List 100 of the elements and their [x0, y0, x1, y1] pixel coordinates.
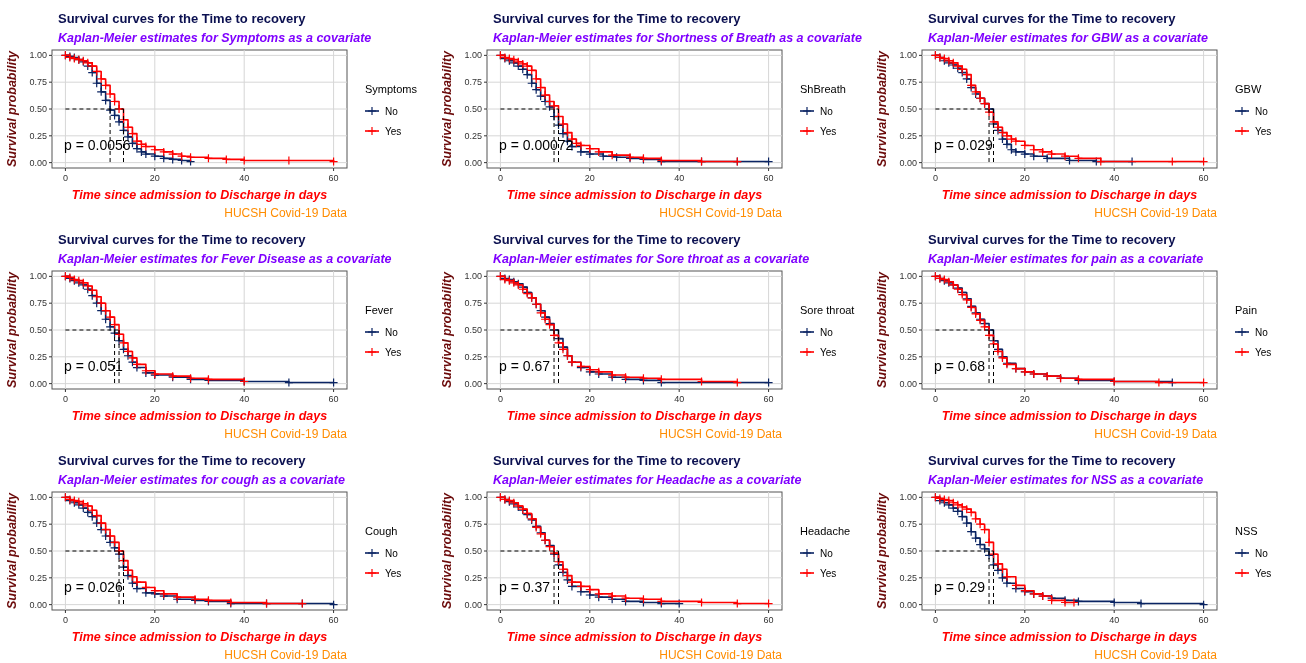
- point: [607, 150, 617, 160]
- y-tick-label: 0.75: [29, 77, 47, 88]
- x-tick-label: 40: [1109, 394, 1120, 404]
- chart-subtitle: Kaplan-Meier estimates for pain as a covariate: [928, 252, 1204, 266]
- x-tick-label: 0: [62, 173, 68, 183]
- y-tick-label: 0.75: [464, 298, 482, 309]
- x-tick-label: 20: [1019, 394, 1030, 404]
- legend-title: GBW: [1235, 83, 1262, 95]
- legend-label: No: [820, 548, 834, 559]
- point: [576, 587, 586, 597]
- legend-title: Sore throat: [800, 304, 855, 316]
- x-tick-label: 0: [932, 173, 938, 183]
- y-tick-label: 0.50: [29, 104, 47, 114]
- y-tick-label: 0.50: [29, 325, 47, 335]
- y-tick-label: 1.00: [899, 50, 917, 61]
- x-tick-label: 40: [674, 615, 685, 625]
- point: [1047, 149, 1057, 159]
- x-tick-label: 0: [497, 615, 503, 625]
- y-tick-label: 1.00: [464, 492, 482, 503]
- chart-title: Survival curves for the Time to recovery: [58, 232, 307, 247]
- x-tick-label: 0: [932, 394, 938, 404]
- annotation: p = 0.029: [934, 136, 993, 153]
- y-tick-label: 0.25: [899, 130, 917, 141]
- y-tick-label: 1.00: [29, 271, 47, 282]
- y-axis-title: Survival probability: [440, 491, 454, 610]
- y-tick-label: 0.25: [464, 351, 482, 362]
- y-axis-title: Survival probability: [5, 49, 19, 168]
- x-tick-label: 40: [239, 615, 250, 625]
- x-tick-label: 40: [239, 394, 250, 404]
- y-tick-label: 0.25: [899, 572, 917, 583]
- x-tick-label: 0: [497, 173, 503, 183]
- point: [141, 588, 151, 598]
- chart-title: Survival curves for the Time to recovery: [493, 232, 742, 247]
- point: [576, 581, 586, 591]
- x-tick-label: 0: [62, 394, 68, 404]
- legend-label: Yes: [1255, 126, 1272, 137]
- point: [1154, 377, 1164, 388]
- x-tick-label: 20: [149, 615, 160, 625]
- y-tick-label: 0.75: [899, 77, 917, 88]
- y-tick-label: 0.75: [464, 77, 482, 88]
- annotation: p = 0.051: [64, 357, 123, 374]
- x-tick-label: 20: [1019, 615, 1030, 625]
- legend-title: ShBreath: [800, 83, 846, 95]
- y-tick-label: 0.75: [29, 519, 47, 530]
- y-tick-label: 0.00: [899, 157, 917, 168]
- x-tick-label: 60: [1198, 615, 1209, 625]
- y-tick-label: 0.00: [29, 157, 47, 168]
- legend-label: No: [385, 548, 399, 559]
- y-tick-label: 1.00: [29, 50, 47, 61]
- x-tick-label: 60: [328, 173, 339, 183]
- legend-title: Headache: [800, 525, 851, 537]
- point: [1002, 572, 1012, 582]
- y-tick-label: 0.75: [899, 519, 917, 530]
- y-tick-label: 0.50: [899, 546, 917, 556]
- y-tick-label: 1.00: [464, 271, 482, 282]
- y-tick-label: 0.50: [464, 325, 482, 335]
- chart-title: Survival curves for the Time to recovery: [493, 11, 742, 26]
- y-tick-label: 0.50: [899, 325, 917, 335]
- y-tick-label: 0.75: [464, 519, 482, 530]
- y-tick-label: 0.00: [464, 157, 482, 168]
- annotation: p = 0.0056: [64, 136, 131, 153]
- point: [168, 149, 178, 159]
- x-tick-label: 60: [1198, 394, 1209, 404]
- y-tick-label: 0.50: [464, 104, 482, 114]
- x-tick-label: 20: [584, 394, 595, 404]
- legend-label: No: [1255, 106, 1269, 117]
- x-tick-label: 20: [149, 173, 160, 183]
- y-tick-label: 1.00: [899, 492, 917, 503]
- x-axis-title: Time since admission to Discharge in days: [71, 188, 328, 202]
- legend-title: Pain: [1235, 304, 1258, 316]
- y-axis-title: Survival probability: [5, 491, 19, 610]
- text: HUCSH Covid-19 Data: [659, 648, 783, 662]
- legend-label: Yes: [820, 126, 837, 137]
- y-tick-label: 0.00: [464, 599, 482, 610]
- text: HUCSH Covid-19 Data: [224, 427, 348, 441]
- chart-subtitle: Kaplan-Meier estimates for cough as a covariate: [58, 473, 345, 487]
- legend-label: Yes: [385, 347, 402, 358]
- point: [594, 147, 604, 157]
- chart-subtitle: Kaplan-Meier estimates for Headache as a covariate: [493, 473, 802, 487]
- chart-title: Survival curves for the Time to recovery: [928, 232, 1177, 247]
- chart-subtitle: Kaplan-Meier estimates for Shortness of Breath as a covariate: [493, 31, 862, 45]
- y-axis-title: Survival probability: [440, 270, 454, 389]
- legend-title: Cough: [365, 525, 398, 537]
- x-tick-label: 60: [328, 394, 339, 404]
- point: [558, 129, 568, 139]
- text: HUCSH Covid-19 Data: [1094, 206, 1218, 220]
- x-axis-title: Time since admission to Discharge in days: [506, 409, 763, 423]
- chart-subtitle: Kaplan-Meier estimates for Symptoms as a covariate: [58, 31, 372, 45]
- y-tick-label: 0.75: [899, 298, 917, 309]
- point: [1011, 580, 1021, 590]
- x-tick-label: 20: [584, 615, 595, 625]
- y-axis-title: Survival probability: [5, 270, 19, 389]
- y-tick-label: 0.00: [464, 378, 482, 389]
- y-tick-label: 0.00: [899, 599, 917, 610]
- legend-label: No: [820, 106, 834, 117]
- point: [132, 136, 142, 146]
- chart-subtitle: Kaplan-Meier estimates for NSS as a covariate: [928, 473, 1204, 487]
- y-tick-label: 0.25: [29, 351, 47, 362]
- chart-subtitle: Kaplan-Meier estimates for GBW as a covariate: [928, 31, 1209, 45]
- x-axis-title: Time since admission to Discharge in days: [506, 630, 763, 644]
